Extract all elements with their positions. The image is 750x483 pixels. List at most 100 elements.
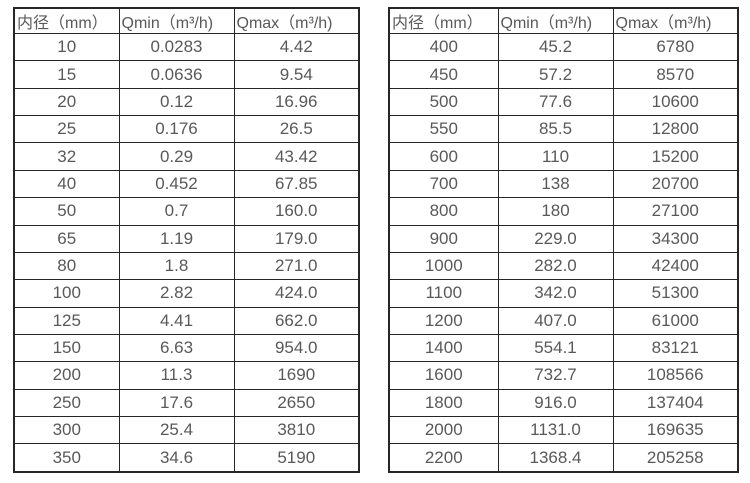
table-cell: 0.0636 — [118, 60, 235, 89]
table-cell: 25.4 — [118, 416, 235, 445]
table-row: 400 45.2 6780 — [388, 32, 739, 62]
table-row: 80 1.8 271.0 — [13, 251, 360, 281]
table-cell: 26.5 — [233, 115, 360, 144]
table-cell: 500 — [388, 87, 499, 117]
table-cell: 700 — [388, 169, 499, 199]
table-cell: 732.7 — [497, 361, 614, 390]
table-cell: 2000 — [388, 416, 499, 445]
table-cell: 662.0 — [233, 306, 360, 335]
table-cell: 34300 — [612, 224, 739, 253]
table-cell: 450 — [388, 60, 499, 89]
table-cell: 150 — [13, 333, 120, 363]
table-cell: 12800 — [612, 115, 739, 144]
table-cell: 125 — [13, 306, 120, 335]
table-cell: 20 — [13, 87, 120, 117]
table-cell: 0.7 — [118, 197, 235, 226]
table-cell: 8570 — [612, 60, 739, 89]
table-cell: 600 — [388, 142, 499, 171]
table-cell: 1800 — [388, 388, 499, 418]
table-row: 500 77.6 10600 — [388, 87, 739, 117]
table-cell: 108566 — [612, 361, 739, 390]
table-cell: 271.0 — [233, 251, 360, 281]
column-header-qmax: Qmax（m³/h) — [612, 7, 739, 34]
table-row: 200 11.3 1690 — [13, 361, 360, 390]
table-cell: 6.63 — [118, 333, 235, 363]
table-cell: 205258 — [612, 443, 739, 473]
table-cell: 1368.4 — [497, 443, 614, 473]
table-header-row: 内径（mm） Qmin（m³/h) Qmax（m³/h) — [388, 7, 739, 34]
table-row: 1100 342.0 51300 — [388, 279, 739, 308]
table-cell: 10 — [13, 32, 120, 62]
table-row: 600 110 15200 — [388, 142, 739, 171]
table-row: 900 229.0 34300 — [388, 224, 739, 253]
table-row: 1600 732.7 108566 — [388, 361, 739, 390]
table-cell: 1000 — [388, 251, 499, 281]
flow-range-table-large-diameters: 内径（mm） Qmin（m³/h) Qmax（m³/h) 400 45.2 6780… — [388, 7, 739, 473]
table-cell: 10600 — [612, 87, 739, 117]
table-cell: 1400 — [388, 333, 499, 363]
table-cell: 43.42 — [233, 142, 360, 171]
table-cell: 80 — [13, 251, 120, 281]
table-cell: 27100 — [612, 197, 739, 226]
table-cell: 1690 — [233, 361, 360, 390]
table-row: 2000 1131.0 169635 — [388, 416, 739, 445]
table-cell: 42400 — [612, 251, 739, 281]
table-cell: 61000 — [612, 306, 739, 335]
table-cell: 169635 — [612, 416, 739, 445]
table-row: 2200 1368.4 205258 — [388, 443, 739, 473]
table-cell: 554.1 — [497, 333, 614, 363]
table-row: 800 180 27100 — [388, 197, 739, 226]
table-cell: 1.19 — [118, 224, 235, 253]
table-cell: 100 — [13, 279, 120, 308]
column-header-qmin: Qmin（m³/h) — [118, 7, 235, 34]
table-cell: 1100 — [388, 279, 499, 308]
table-cell: 424.0 — [233, 279, 360, 308]
table-cell: 4.41 — [118, 306, 235, 335]
table-cell: 0.452 — [118, 169, 235, 199]
table-cell: 4.42 — [233, 32, 360, 62]
table-cell: 65 — [13, 224, 120, 253]
table-header-row: 内径（mm） Qmin（m³/h) Qmax（m³/h) — [13, 7, 360, 34]
column-header-diameter: 内径（mm） — [388, 7, 499, 34]
table-cell: 9.54 — [233, 60, 360, 89]
table-cell: 2.82 — [118, 279, 235, 308]
table-cell: 180 — [497, 197, 614, 226]
table-cell: 2650 — [233, 388, 360, 418]
table-cell: 83121 — [612, 333, 739, 363]
table-cell: 51300 — [612, 279, 739, 308]
table-cell: 1600 — [388, 361, 499, 390]
table-cell: 342.0 — [497, 279, 614, 308]
table-cell: 0.0283 — [118, 32, 235, 62]
table-row: 100 2.82 424.0 — [13, 279, 360, 308]
table-cell: 1.8 — [118, 251, 235, 281]
table-cell: 11.3 — [118, 361, 235, 390]
table-cell: 67.85 — [233, 169, 360, 199]
flow-range-table-small-diameters: 内径（mm） Qmin（m³/h) Qmax（m³/h) 10 0.0283 4.4… — [13, 7, 360, 473]
table-cell: 350 — [13, 443, 120, 473]
table-cell: 77.6 — [497, 87, 614, 117]
table-cell: 110 — [497, 142, 614, 171]
table-cell: 32 — [13, 142, 120, 171]
table-cell: 20700 — [612, 169, 739, 199]
table-cell: 5190 — [233, 443, 360, 473]
table-cell: 250 — [13, 388, 120, 418]
table-cell: 57.2 — [497, 60, 614, 89]
table-row: 15 0.0636 9.54 — [13, 60, 360, 89]
table-cell: 17.6 — [118, 388, 235, 418]
table-cell: 407.0 — [497, 306, 614, 335]
table-row: 300 25.4 3810 — [13, 416, 360, 445]
table-cell: 138 — [497, 169, 614, 199]
table-cell: 15 — [13, 60, 120, 89]
table-row: 350 34.6 5190 — [13, 443, 360, 473]
table-cell: 25 — [13, 115, 120, 144]
table-cell: 550 — [388, 115, 499, 144]
table-row: 1400 554.1 83121 — [388, 333, 739, 363]
table-cell: 45.2 — [497, 32, 614, 62]
table-cell: 0.29 — [118, 142, 235, 171]
table-cell: 3810 — [233, 416, 360, 445]
table-cell: 229.0 — [497, 224, 614, 253]
column-header-qmin: Qmin（m³/h) — [497, 7, 614, 34]
table-cell: 282.0 — [497, 251, 614, 281]
table-cell: 200 — [13, 361, 120, 390]
